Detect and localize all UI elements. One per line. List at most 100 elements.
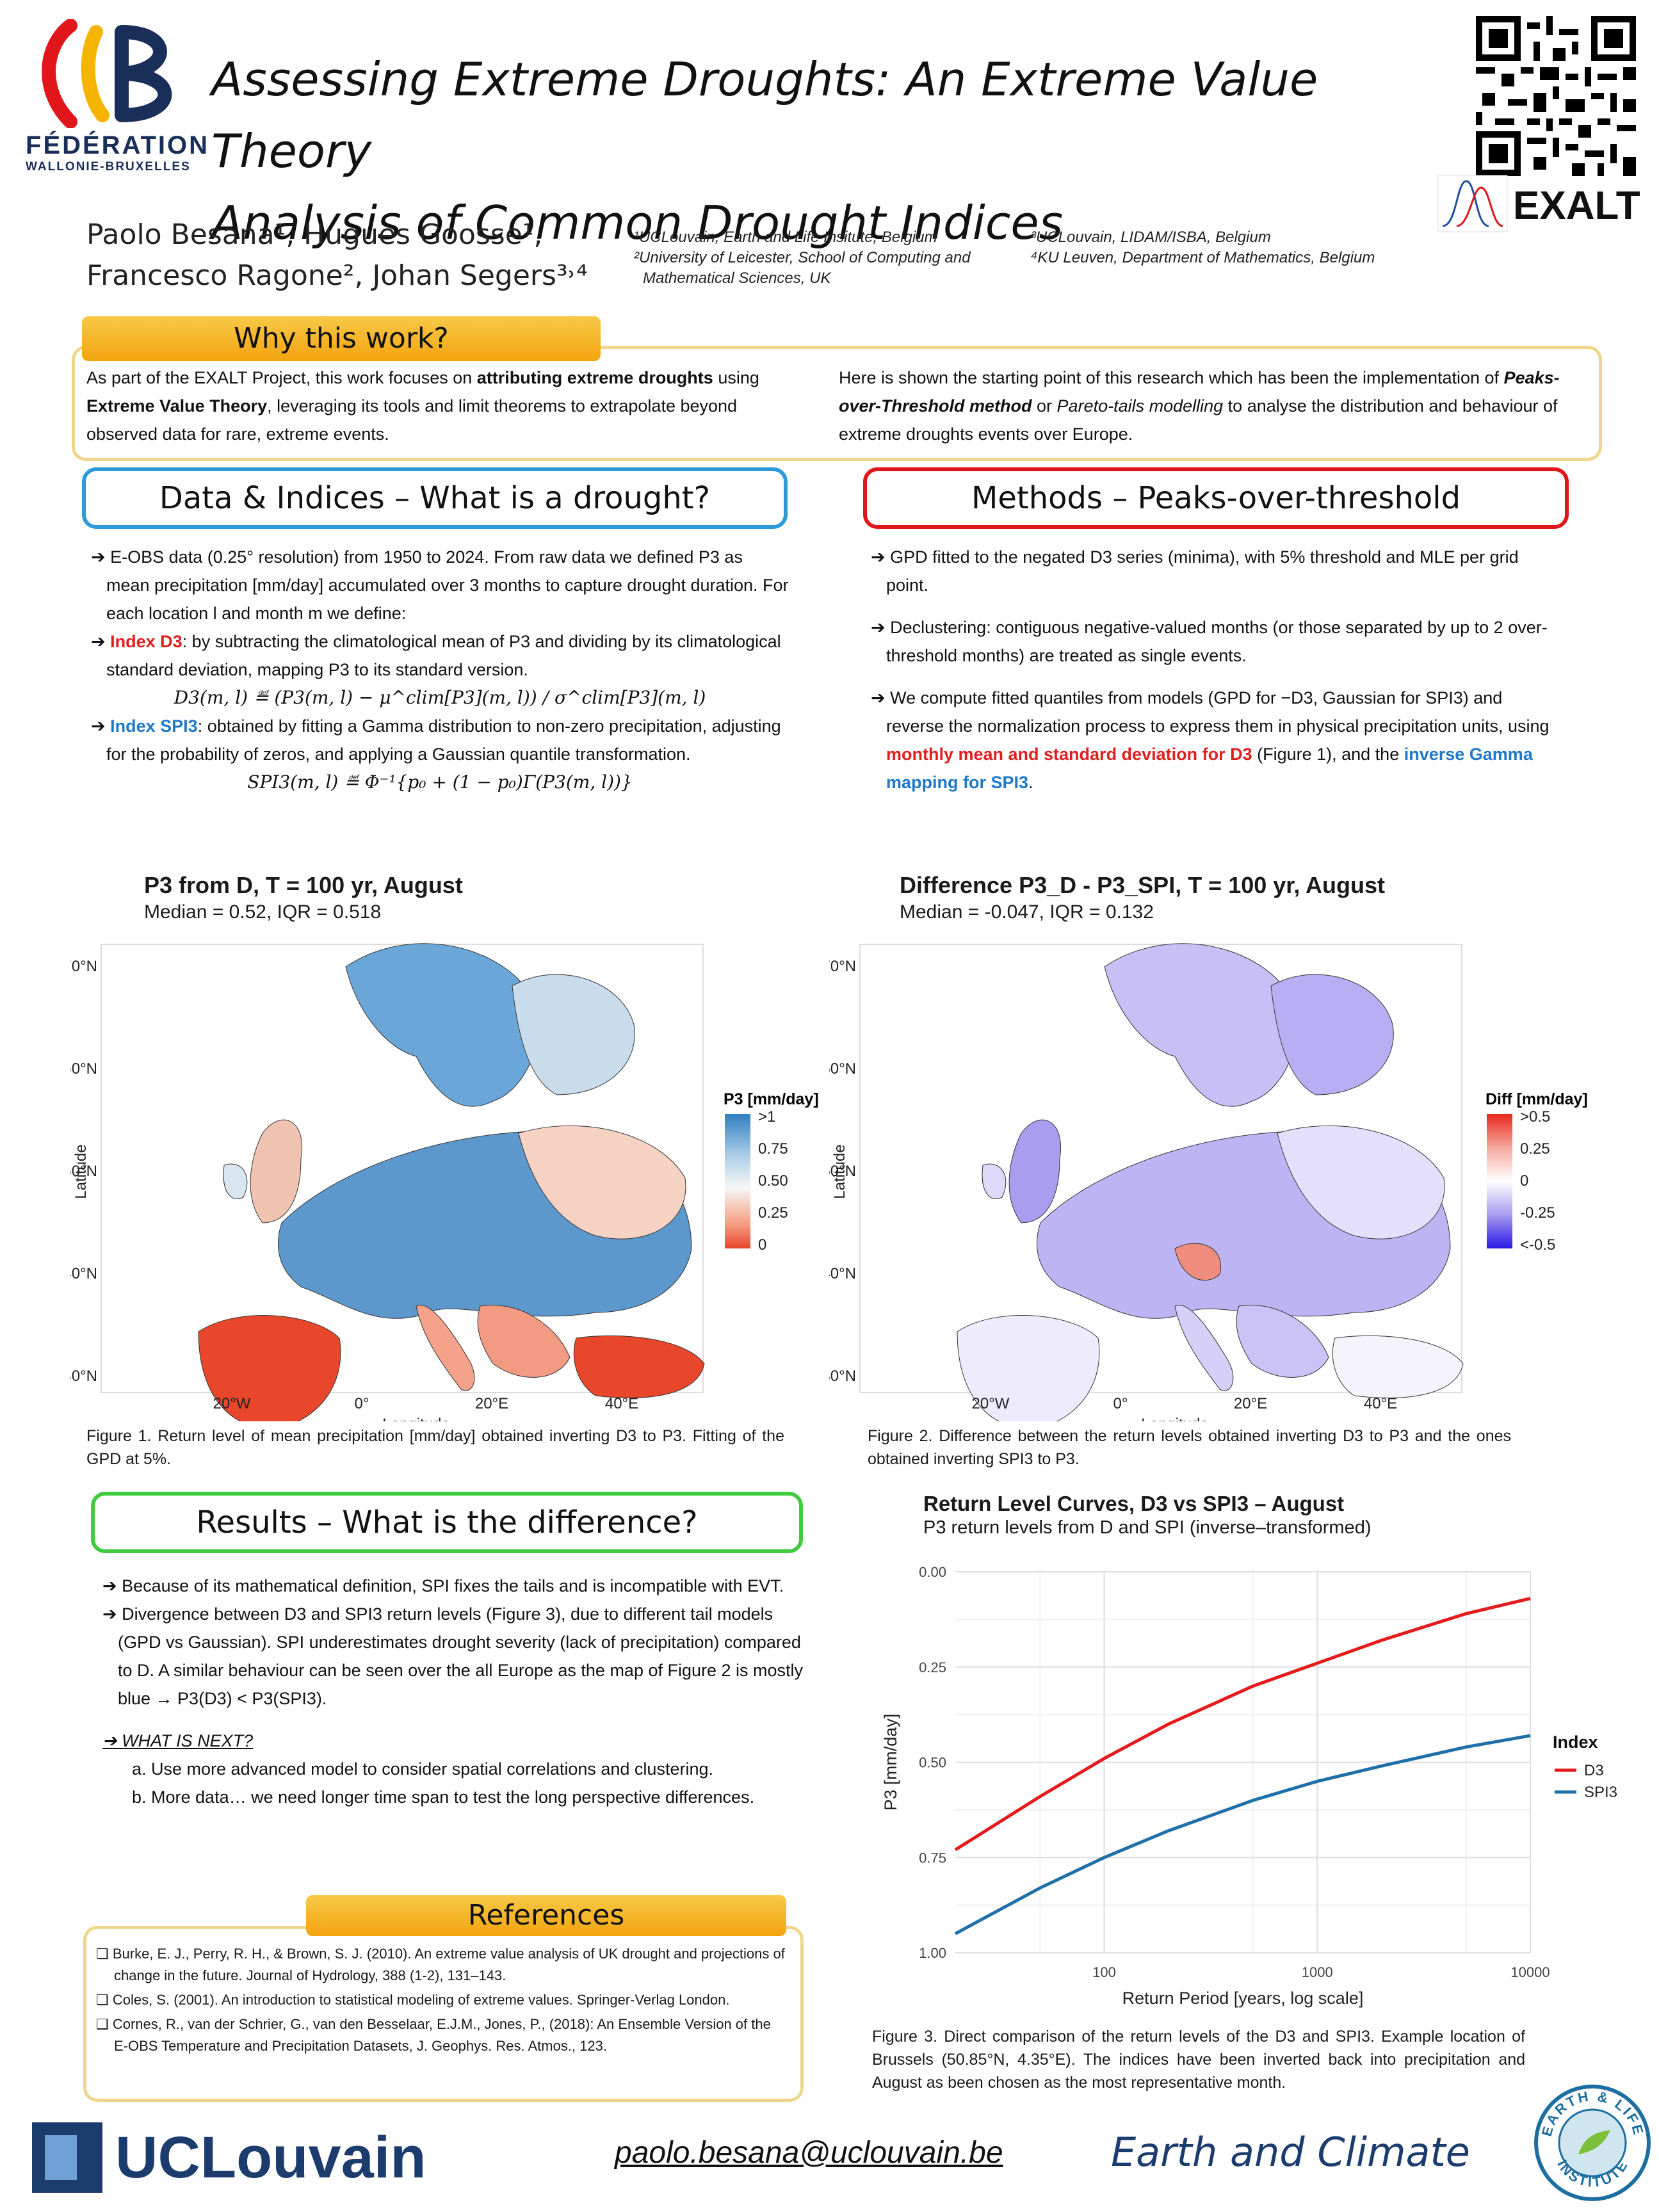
x-tick-label: 1000: [1302, 1964, 1333, 1980]
y-tick-label: 1.00: [919, 1945, 946, 1961]
x-axis-label: Return Period [years, log scale]: [1122, 1989, 1364, 2008]
map2-lat-40: 40°N: [829, 1265, 856, 1282]
authors-line2: Francesco Ragone², Johan Segers³˒⁴: [86, 259, 588, 292]
contact-email[interactable]: paolo.besana@uclouvain.be: [615, 2136, 1003, 2170]
map2-lat-30: 30°N: [829, 1368, 856, 1385]
map1-lat-60: 60°N: [70, 1060, 97, 1078]
results-next[interactable]: ➔ WHAT IS NEXT?: [102, 1731, 254, 1750]
map1-title: P3 from D, T = 100 yr, August: [144, 872, 463, 898]
exalt-logo: EXALT: [1437, 172, 1642, 236]
map1-lat-50: 50°N: [70, 1163, 97, 1180]
map1-lon-20e: 20°E: [475, 1395, 508, 1412]
exalt-curves-icon: [1437, 175, 1508, 232]
reference-item: ❑ Burke, E. J., Perry, R. H., & Brown, S…: [96, 1946, 785, 1983]
map2-subtitle: Median = -0.047, IQR = 0.132: [900, 901, 1154, 923]
legend-label: SPI3: [1584, 1784, 1617, 1801]
chart-subtitle: P3 return levels from D and SPI (inverse…: [923, 1517, 1372, 1538]
map2-legend-tick: 0.25: [1520, 1140, 1550, 1158]
legend-label: D3: [1584, 1762, 1604, 1779]
authors-line1: Paolo Besana¹, Hugues Goosse¹,: [86, 218, 543, 251]
map2-legend-bar: [1487, 1114, 1512, 1248]
map1-lat-30: 30°N: [70, 1368, 97, 1385]
leaf-icon: [1578, 2130, 1610, 2154]
uclouvain-logo: UCLouvain: [32, 2119, 499, 2196]
references-heading: References: [306, 1895, 786, 1936]
methods-heading: Methods – Peaks-over-threshold: [863, 467, 1569, 529]
map2-lat-70: 70°N: [829, 958, 856, 975]
map1-lat-40: 40°N: [70, 1265, 97, 1282]
y-tick-label: 0.75: [919, 1850, 946, 1866]
reference-item: ❑ Coles, S. (2001). An introduction to s…: [96, 1992, 730, 2008]
uclouvain-square-icon: [32, 2122, 102, 2193]
methods-bullet-3: ➔ We compute fitted quantiles from model…: [871, 688, 1550, 792]
affiliations-right: ³UCLouvain, LIDAM/ISBA, Belgium ⁴KU Leuv…: [1031, 227, 1479, 268]
data-section-heading: Data & Indices – What is a drought?: [82, 467, 788, 529]
y-tick-label: 0.50: [919, 1755, 946, 1771]
map1-lon-20w: 20°W: [213, 1395, 251, 1412]
map1-legend-tick: 0.50: [758, 1172, 788, 1190]
federation-logo: FÉDÉRATION WALLONIE-BRUXELLES: [26, 19, 210, 179]
earth-climate-label: Earth and Climate: [1111, 2129, 1470, 2176]
map2-lon-20e: 20°E: [1234, 1395, 1267, 1412]
results-bullet-1: ➔ Because of its mathematical definition…: [102, 1576, 784, 1595]
chart-plot: 0.00 0.25 0.50 0.75 1.00 100 1000 10000 Return P…: [881, 1564, 1617, 2008]
map2-ylabel: Latitude: [831, 1144, 848, 1199]
y-tick-label: 0.25: [919, 1659, 946, 1675]
why-box: [72, 346, 1602, 461]
map1-legend-title: P3 [mm/day]: [724, 1090, 819, 1108]
map2-legend-tick: 0: [1520, 1172, 1528, 1190]
map2-figure: Difference P3_D - P3_SPI, T = 100 yr, Au…: [829, 871, 1636, 1421]
figure1-caption: Figure 1. Return level of mean precipita…: [86, 1427, 784, 1468]
y-tick-label: 0.00: [919, 1564, 946, 1580]
map1-figure: P3 from D, T = 100 yr, August Median = 0…: [70, 871, 839, 1421]
why-heading: Why this work?: [82, 316, 601, 361]
map2-plot: 70°N 60°N 50°N 40°N 30°N 20°W 0° 20°E 40…: [829, 943, 1588, 1421]
affiliation-3: ³UCLouvain, LIDAM/ISBA, Belgium: [1031, 229, 1271, 246]
data-bullet-1: ➔ E-OBS data (0.25° resolution) from 195…: [91, 547, 789, 623]
map1-legend-tick: >1: [758, 1108, 775, 1126]
map2-legend-tick: <-0.5: [1520, 1236, 1555, 1254]
x-tick-label: 100: [1092, 1964, 1116, 1980]
data-bullet-3: ➔ Index SPI3: obtained by fitting a Gamm…: [91, 716, 781, 764]
data-bullet-2: ➔ Index D3: by subtracting the climatolo…: [91, 632, 781, 679]
results-next-a: a. Use more advanced model to consider s…: [132, 1759, 713, 1779]
figure3-caption: Figure 3. Direct comparison of the retur…: [872, 2028, 1525, 2092]
methods-bullet-1: ➔ GPD fitted to the negated D3 series (m…: [871, 547, 1519, 595]
qr-code-icon[interactable]: [1476, 16, 1636, 176]
map2-lon-0: 0°: [1113, 1395, 1128, 1412]
reference-item: ❑ Cornes, R., van der Schrier, G., van d…: [96, 2016, 771, 2054]
series-line-spi3: [954, 1734, 1531, 1935]
methods-bullet-2: ➔ Declustering: contiguous negative-valu…: [871, 618, 1548, 665]
title-line1: Assessing Extreme Droughts: An Extreme V…: [211, 52, 1318, 178]
map2-xlabel: Longitude: [1141, 1416, 1208, 1421]
map1-lat-70: 70°N: [70, 958, 97, 975]
legend-title: Index: [1553, 1732, 1598, 1752]
affiliation-2: ²University of Leicester, School of Comp…: [634, 249, 971, 266]
map1-plot: 70°N 60°N 50°N 40°N 30°N 20°W 0° 20°E 40…: [70, 943, 819, 1421]
affiliation-1: ¹UCLouvain, Earth and Life Insitute, Bel…: [634, 229, 937, 246]
methods-body: ➔ GPD fitted to the negated D3 series (m…: [871, 543, 1562, 796]
why-right-text: Here is shown the starting point of this…: [839, 368, 1560, 444]
figure2-caption: Figure 2. Difference between the return …: [868, 1427, 1511, 1468]
formula-spi3: SPI3(m, l) ≝ Φ⁻¹{p₀ + (1 − p₀)Γ(P3(m, l)…: [247, 771, 633, 793]
map2-lat-50: 50°N: [829, 1163, 856, 1180]
affiliation-2b: Mathematical Sciences, UK: [643, 270, 831, 287]
affiliation-4: ⁴KU Leuven, Department of Mathematics, B…: [1031, 249, 1375, 266]
logo-line1: FÉDÉRATION: [26, 131, 210, 159]
affiliations-left: ¹UCLouvain, Earth and Life Insitute, Bel…: [634, 227, 1031, 289]
why-left-text: As part of the EXALT Project, this work …: [86, 368, 759, 444]
map1-lon-0: 0°: [355, 1395, 369, 1412]
formula-d3: D3(m, l) ≝ (P3(m, l) − μ^clim[P3](m, l))…: [174, 687, 706, 708]
map2-lat-60: 60°N: [829, 1060, 856, 1078]
map2-lon-40e: 40°E: [1364, 1395, 1397, 1412]
y-axis-label: P3 [mm/day]: [881, 1714, 900, 1811]
earth-life-seal: EARTH & LIFE INSTITUTE: [1534, 2084, 1652, 2202]
results-next-b: b. More data… we need longer time span t…: [132, 1788, 755, 1807]
poster-title: Assessing Extreme Droughts: An Extreme V…: [211, 44, 1466, 259]
uclouvain-wordmark: UCLouvain: [115, 2125, 426, 2190]
return-level-chart: Return Level Curves, D3 vs SPI3 – August…: [858, 1485, 1639, 2023]
results-body: ➔ Because of its mathematical definition…: [102, 1572, 807, 1811]
map2-legend-tick: >0.5: [1520, 1108, 1550, 1126]
map1-legend-tick: 0.25: [758, 1204, 788, 1222]
federation-logo-icon: [42, 19, 172, 129]
